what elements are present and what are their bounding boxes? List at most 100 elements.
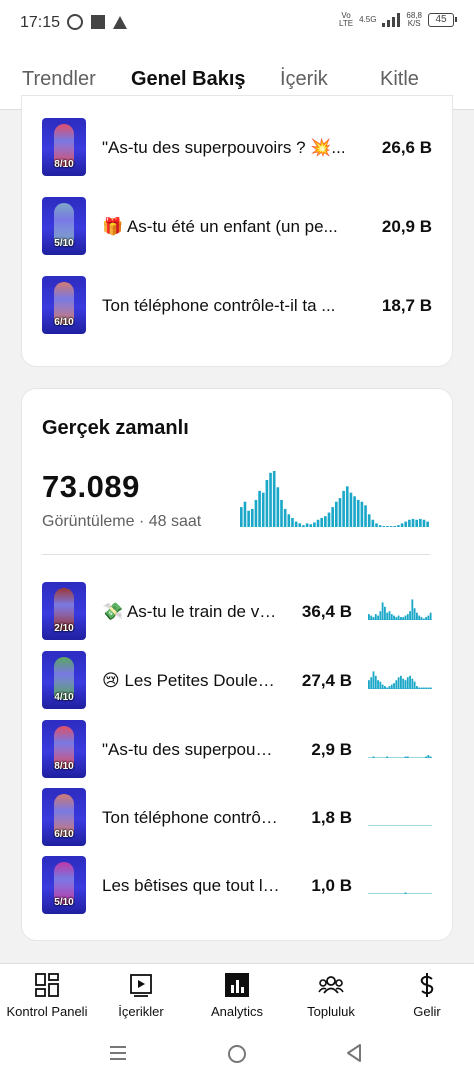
sparkline-bar <box>368 614 370 620</box>
sparkline-bar <box>379 681 382 689</box>
sparkline-bar <box>416 686 418 689</box>
realtime-bar <box>250 508 254 527</box>
sparkline-bar <box>429 687 432 689</box>
sparkline-bar <box>420 617 423 620</box>
realtime-bar <box>411 518 415 527</box>
realtime-bar <box>422 519 426 527</box>
realtime-bar <box>243 501 247 527</box>
content-row[interactable]: 5/10 🎁 As-tu été un enfant (un pe... 20,… <box>42 197 432 257</box>
warning-icon <box>113 15 127 29</box>
realtime-bar <box>367 514 371 527</box>
content-row[interactable]: 6/10 Ton téléphone contrôle-t-il ta ... … <box>42 276 432 336</box>
realtime-bar <box>408 519 411 527</box>
network-speed: 68,8 K/S <box>406 11 422 28</box>
sparkline-bar <box>381 602 384 620</box>
tab-kitle[interactable]: Kitle <box>380 68 419 90</box>
sparkline-bar <box>406 677 409 689</box>
divider <box>42 554 430 555</box>
tab-trendler[interactable]: Trendler <box>22 68 96 90</box>
realtime-bar <box>393 526 397 527</box>
realtime-bar-chart <box>240 471 429 527</box>
sparkline-bar <box>406 756 409 758</box>
sparkline-bar <box>386 612 389 620</box>
tab-icerik[interactable]: İçerik <box>280 68 328 90</box>
sparkline-bar <box>374 614 377 620</box>
sparkline-bar <box>420 687 423 689</box>
content-row[interactable]: 8/10 "As-tu des superpouvoirs ? 💥... 26,… <box>42 118 432 178</box>
sparkline-bar <box>422 687 425 689</box>
realtime-bar <box>247 510 250 527</box>
dollar-icon <box>420 973 434 997</box>
tab-genel-bakis[interactable]: Genel Bakış <box>131 68 246 90</box>
realtime-bar <box>331 507 334 527</box>
nav-topluluk[interactable]: Topluluk <box>286 972 376 1019</box>
realtime-bar <box>404 521 408 527</box>
sparkline-bar <box>386 687 389 689</box>
realtime-content-row[interactable]: 4/10 😢 Les Petites Douleurs qui... 27,4 B <box>42 651 432 711</box>
bottom-navigation: Kontrol Paneli İçerikler Analytics Toplu… <box>0 963 474 1029</box>
video-sparkline <box>368 671 432 689</box>
realtime-card[interactable]: Gerçek zamanlı 73.089 Görüntüleme · 48 s… <box>22 389 452 940</box>
sparkline-bar <box>390 614 393 620</box>
sparkline-bar <box>377 615 379 620</box>
nav-label: Kontrol Paneli <box>6 1004 88 1019</box>
realtime-content-row[interactable]: 2/10 💸 As-tu le train de vie de ... 36,4 B <box>42 582 432 642</box>
battery-icon: 45 <box>428 13 457 27</box>
realtime-bar <box>324 516 327 527</box>
network-generation: 4.5G <box>359 15 377 24</box>
top-content-card: 8/10 "As-tu des superpouvoirs ? 💥... 26,… <box>22 96 452 366</box>
realtime-bar <box>283 508 287 527</box>
sparkline-bar <box>427 755 430 758</box>
realtime-content-row[interactable]: 6/10 Ton téléphone contrôle-t-il ta ... 1,… <box>42 788 432 848</box>
sparkline-bar <box>409 611 411 620</box>
realtime-bar <box>375 523 378 527</box>
realtime-subtitle: Görüntüleme · 48 saat <box>42 513 202 530</box>
nav-analytics[interactable]: Analytics <box>192 972 282 1019</box>
video-title: Ton téléphone contrôle-t-il ta ... <box>102 296 336 315</box>
realtime-bar <box>280 499 283 527</box>
sparkline-bar <box>402 617 405 620</box>
sparkline-bar <box>425 617 427 620</box>
sparkline-bar <box>425 756 427 758</box>
realtime-bar <box>287 514 291 527</box>
back-icon[interactable] <box>344 1043 364 1063</box>
sparkline-bar <box>418 615 421 620</box>
sparkline-bar <box>409 675 411 689</box>
nav-label: Gelir <box>413 1004 441 1019</box>
sparkline-bar <box>400 617 402 620</box>
sparkline-bar <box>372 756 375 758</box>
realtime-bar <box>320 517 324 527</box>
realtime-bar <box>316 519 320 527</box>
realtime-bar <box>371 519 375 527</box>
content-icon <box>130 974 152 997</box>
video-views: 20,9 B <box>381 217 432 236</box>
sparkline-bar <box>397 615 400 620</box>
realtime-bar <box>291 517 294 527</box>
sparkline-bar <box>370 677 373 689</box>
realtime-bar <box>386 526 389 527</box>
realtime-content-row[interactable]: 8/10 "As-tu des superpouvoirs ? 💥... 2,9 B <box>42 720 432 780</box>
video-title: 🎁 As-tu été un enfant (un pe... <box>102 217 338 236</box>
video-sparkline <box>368 755 432 758</box>
status-bar: 17:15 Vo LTE 4.5G 68,8 K/S 45 <box>0 0 474 48</box>
home-icon[interactable] <box>226 1043 248 1065</box>
realtime-bar <box>426 521 429 527</box>
sparkline-bar <box>429 612 432 620</box>
sparkline-bar <box>384 686 386 689</box>
nav-kontrol-paneli[interactable]: Kontrol Paneli <box>2 972 92 1019</box>
sparkline-bar <box>370 615 373 620</box>
realtime-bar <box>276 487 280 527</box>
notification-square-icon <box>91 15 105 29</box>
realtime-bar <box>254 499 258 527</box>
realtime-bar <box>261 492 265 527</box>
sparkline-bar <box>386 756 389 758</box>
menu-icon[interactable] <box>108 1043 128 1063</box>
nav-gelir[interactable]: Gelir <box>382 972 472 1019</box>
realtime-content-row[interactable]: 5/10 Les bêtises que tout le monde... 1,0 … <box>42 856 432 916</box>
realtime-bar <box>272 471 276 527</box>
realtime-bar <box>327 512 331 527</box>
video-views: 2,9 B <box>311 740 352 759</box>
nav-icerikler[interactable]: İçerikler <box>96 972 186 1019</box>
sparkline-bar <box>397 677 400 689</box>
video-sparkline <box>368 599 432 620</box>
